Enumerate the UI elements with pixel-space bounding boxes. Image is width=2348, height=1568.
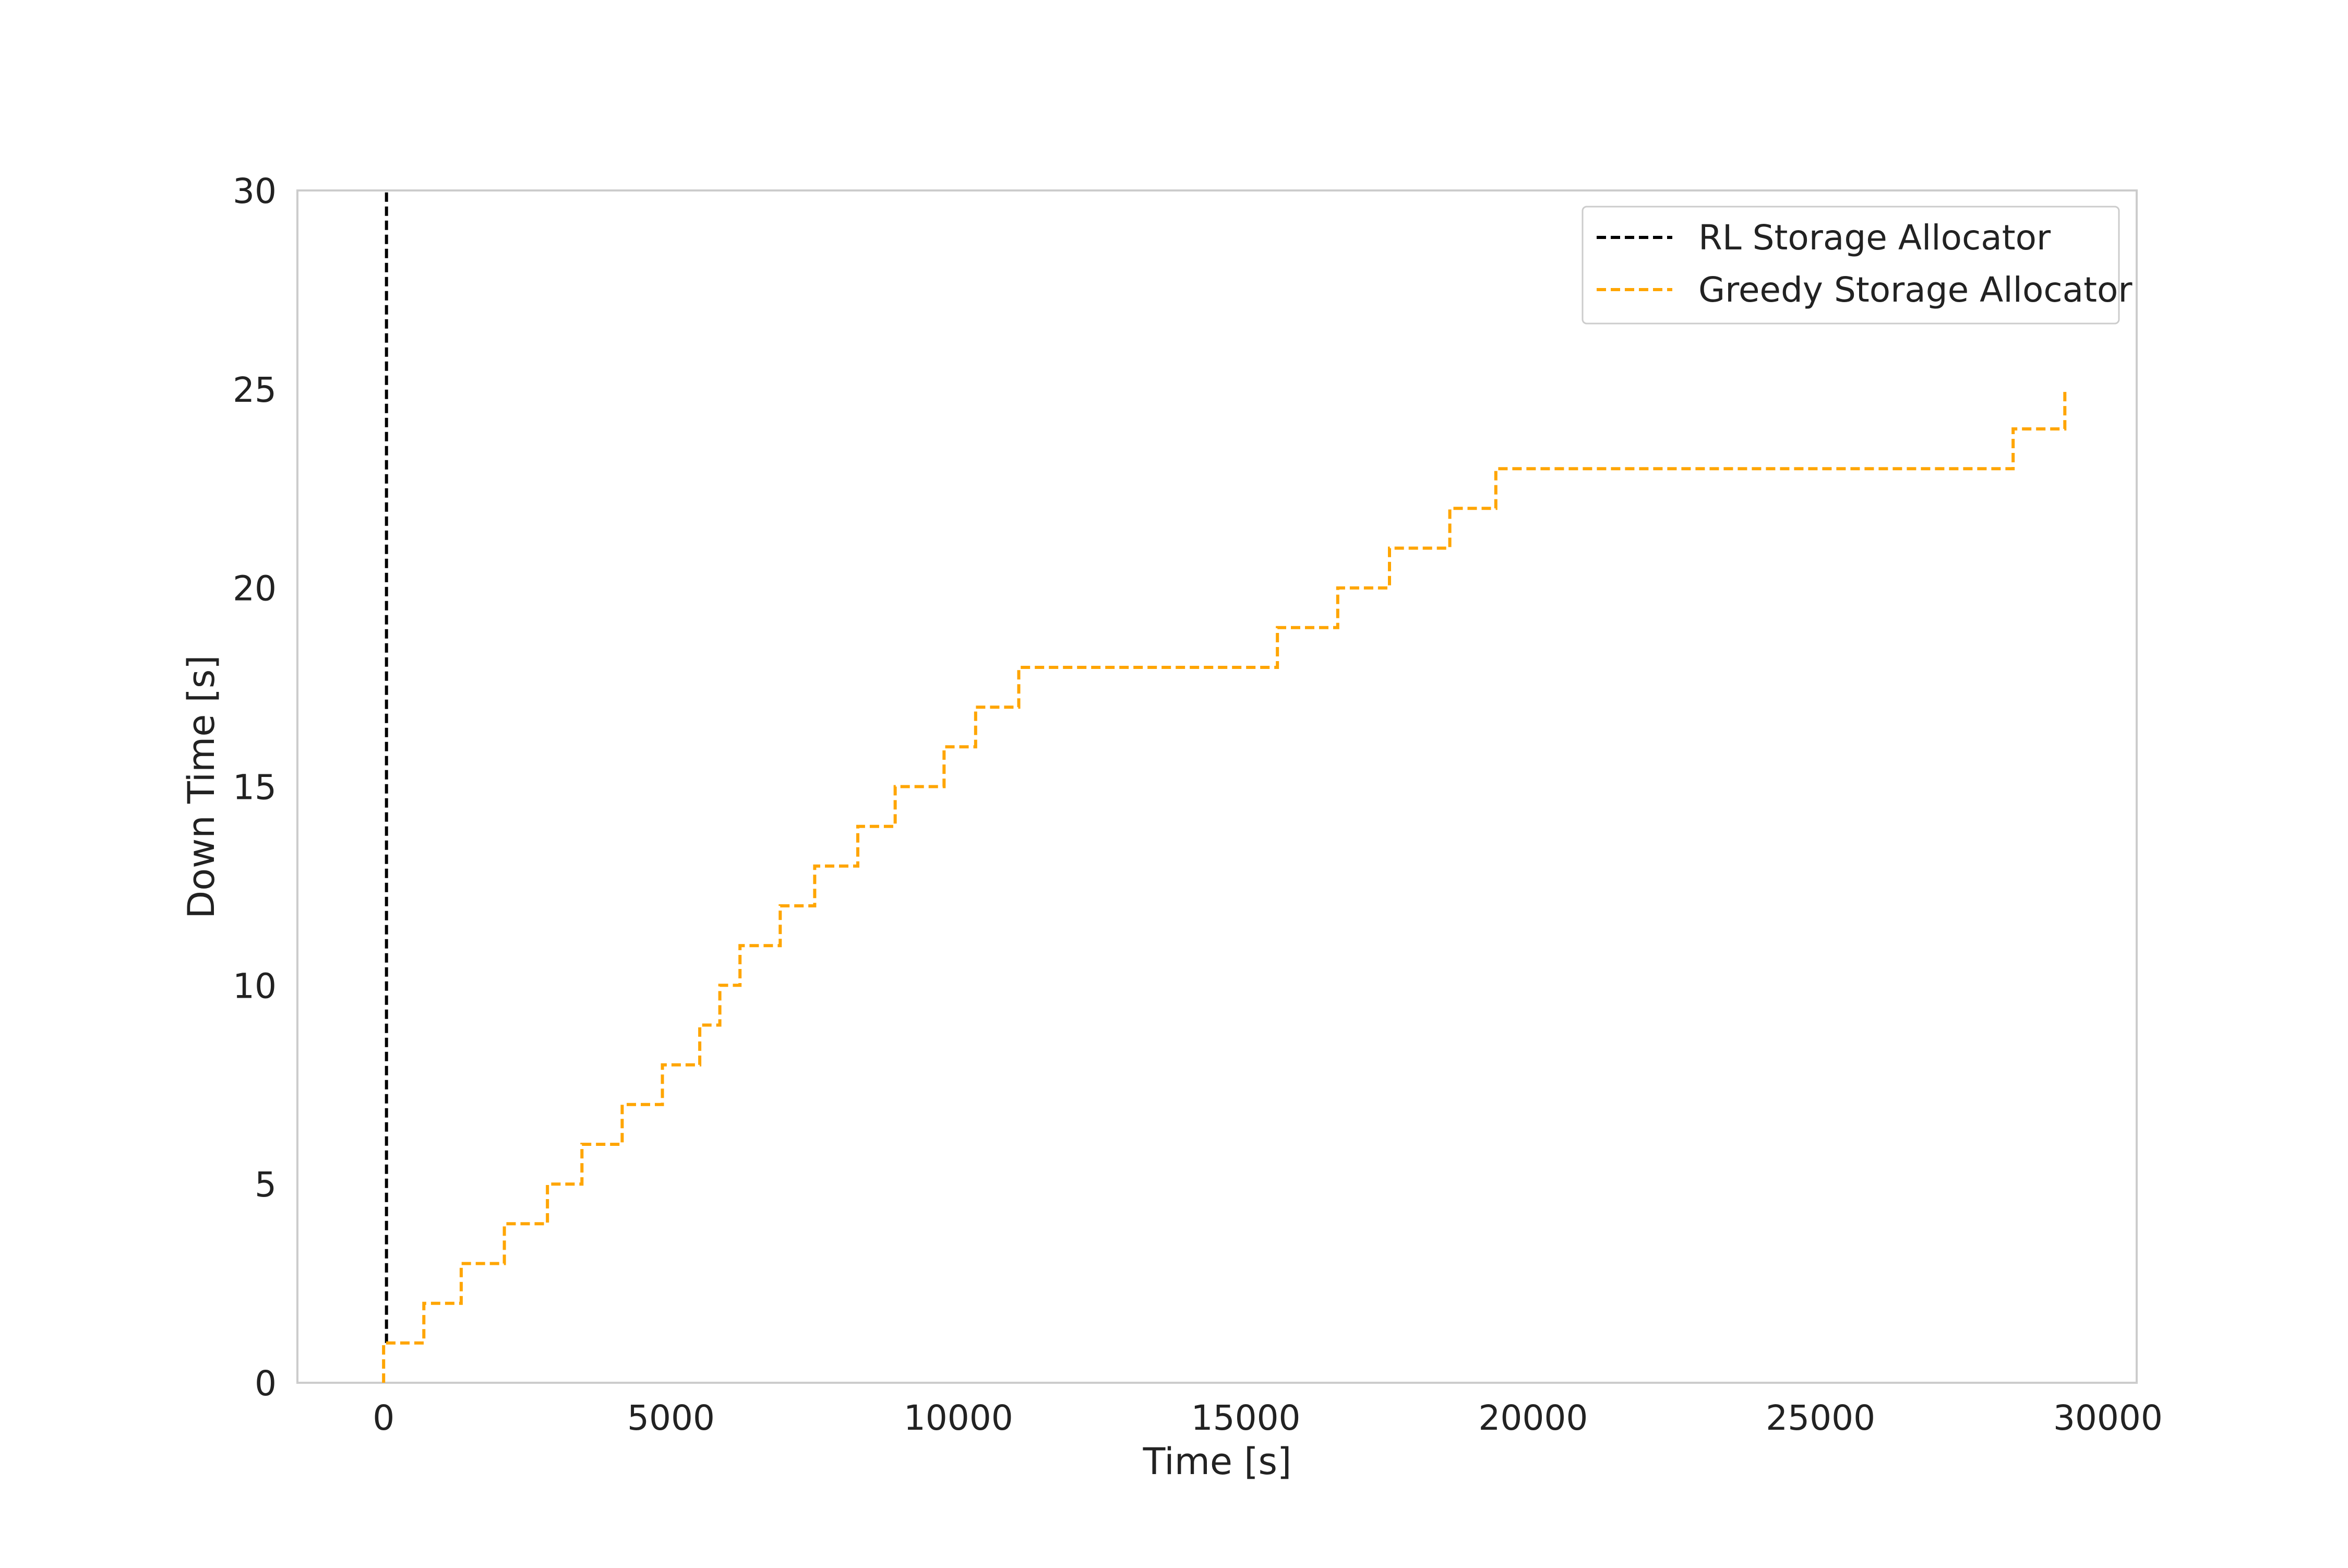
y-tick-label: 0 bbox=[255, 1363, 277, 1404]
y-tick-label: 10 bbox=[233, 966, 277, 1006]
x-axis-label: Time [s] bbox=[1143, 1440, 1292, 1483]
x-tick-label: 5000 bbox=[627, 1398, 715, 1438]
x-tick-label: 20000 bbox=[1478, 1398, 1588, 1438]
legend: RL Storage Allocator Greedy Storage Allo… bbox=[1582, 206, 2133, 325]
series-line-greedy bbox=[382, 389, 2067, 1383]
legend-label-rl: RL Storage Allocator bbox=[1698, 218, 2051, 258]
x-axis-ticks: 0 5000 10000 15000 20000 25000 30000 bbox=[373, 1398, 2163, 1438]
y-axis-label: Down Time [s] bbox=[180, 655, 223, 918]
legend-label-greedy: Greedy Storage Allocator bbox=[1698, 270, 2133, 310]
y-tick-label: 20 bbox=[233, 569, 277, 609]
legend-box bbox=[1582, 206, 2120, 325]
x-tick-label: 25000 bbox=[1766, 1398, 1875, 1438]
x-tick-label: 10000 bbox=[904, 1398, 1013, 1438]
y-tick-label: 25 bbox=[233, 370, 277, 410]
plot-frame bbox=[296, 189, 2138, 1384]
y-axis-ticks: 0 5 10 15 20 25 30 bbox=[233, 171, 277, 1404]
x-tick-label: 15000 bbox=[1191, 1398, 1301, 1438]
series-layer bbox=[382, 190, 2067, 1383]
x-tick-label: 30000 bbox=[2053, 1398, 2163, 1438]
y-tick-label: 5 bbox=[255, 1165, 277, 1205]
y-tick-label: 30 bbox=[233, 171, 277, 211]
x-tick-label: 0 bbox=[373, 1398, 394, 1438]
y-tick-label: 15 bbox=[233, 768, 277, 808]
